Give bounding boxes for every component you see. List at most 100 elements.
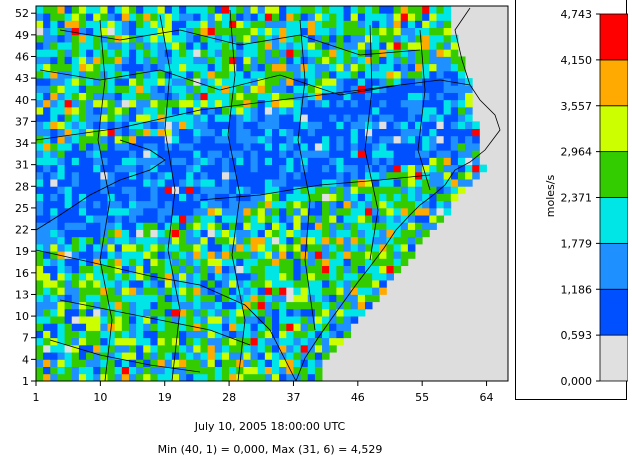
grid-cell — [186, 236, 194, 245]
grid-cell — [457, 179, 466, 187]
grid-cell — [114, 186, 123, 194]
grid-cell — [150, 85, 158, 93]
legend-tick-label: 1,186 — [561, 283, 593, 296]
grid-cell — [329, 287, 337, 295]
grid-cell — [343, 294, 352, 303]
grid-cell — [415, 78, 423, 86]
grid-cell — [36, 114, 44, 122]
grid-cell — [157, 186, 166, 194]
grid-cell — [379, 20, 387, 29]
grid-cell — [286, 150, 294, 158]
grid-cell — [64, 294, 73, 303]
grid-cell — [372, 251, 380, 259]
grid-cell — [407, 13, 416, 21]
grid-cell — [128, 272, 137, 281]
grid-cell — [443, 49, 452, 57]
grid-cell — [207, 27, 216, 36]
grid-cell — [300, 352, 309, 360]
grid-cell — [336, 92, 344, 101]
grid-cell — [250, 27, 259, 36]
grid-cell — [43, 150, 51, 158]
grid-cell — [443, 56, 452, 65]
grid-cell — [250, 164, 259, 173]
grid-cell — [86, 236, 94, 245]
grid-cell — [415, 114, 423, 122]
grid-cell — [314, 179, 323, 187]
grid-cell — [243, 200, 251, 209]
grid-cell — [43, 366, 51, 375]
grid-cell — [250, 215, 259, 223]
grid-cell — [257, 308, 266, 317]
grid-cell — [179, 27, 187, 36]
grid-cell — [393, 222, 402, 230]
grid-cell — [186, 92, 194, 101]
grid-cell — [350, 243, 359, 252]
grid-cell — [50, 243, 58, 252]
grid-cell — [86, 359, 94, 367]
grid-cell — [164, 179, 173, 187]
grid-cell — [343, 330, 352, 339]
grid-cell — [343, 85, 352, 93]
grid-cell — [121, 63, 130, 72]
grid-cell — [300, 56, 309, 65]
grid-cell — [443, 63, 452, 72]
grid-cell — [357, 200, 366, 209]
grid-cell — [150, 207, 158, 216]
grid-cell — [50, 179, 58, 187]
grid-cell — [200, 287, 209, 295]
grid-cell — [436, 85, 445, 93]
grid-cell — [293, 13, 301, 21]
grid-cell — [57, 258, 65, 267]
grid-cell — [214, 236, 223, 245]
grid-cell — [286, 70, 294, 79]
grid-cell — [71, 193, 80, 202]
grid-cell — [193, 207, 201, 216]
grid-cell — [343, 92, 352, 101]
grid-cell — [50, 200, 58, 209]
y-tick-label: 37 — [15, 115, 29, 128]
legend-color-band — [599, 288, 629, 336]
grid-cell — [357, 243, 366, 252]
grid-cell — [364, 121, 373, 129]
grid-cell — [343, 114, 352, 122]
grid-cell — [243, 287, 251, 295]
grid-cell — [200, 352, 209, 360]
grid-cell — [221, 294, 230, 303]
grid-cell — [407, 42, 416, 50]
grid-cell — [236, 85, 244, 93]
grid-cell — [43, 121, 51, 129]
grid-cell — [107, 258, 116, 267]
grid-cell — [236, 280, 244, 288]
grid-cell — [343, 186, 352, 194]
grid-cell — [243, 222, 251, 230]
grid-cell — [322, 143, 330, 151]
grid-cell — [357, 56, 366, 65]
grid-cell — [150, 258, 158, 267]
grid-cell — [314, 20, 323, 29]
grid-cell — [393, 157, 402, 166]
grid-cell — [114, 265, 123, 274]
grid-cell — [136, 121, 144, 129]
grid-cell — [171, 352, 180, 360]
grid-cell — [379, 222, 387, 230]
grid-cell — [272, 251, 280, 259]
grid-cell — [472, 121, 480, 129]
grid-cell — [171, 337, 180, 346]
grid-cell — [179, 301, 187, 310]
grid-cell — [336, 13, 344, 21]
grid-cell — [171, 34, 180, 43]
x-axis: 1 10 19 28 37 46 55 64 — [33, 381, 494, 404]
grid-cell — [207, 157, 216, 166]
grid-cell — [136, 56, 144, 65]
grid-cell — [250, 337, 259, 346]
grid-cell — [100, 49, 108, 57]
grid-cell — [236, 179, 244, 187]
grid-cell — [78, 85, 87, 93]
grid-cell — [264, 236, 273, 245]
grid-cell — [214, 106, 223, 115]
grid-cell — [429, 135, 437, 144]
grid-cell — [86, 164, 94, 173]
grid-cell — [293, 56, 301, 65]
grid-cell — [164, 78, 173, 86]
grid-cell — [465, 128, 473, 137]
